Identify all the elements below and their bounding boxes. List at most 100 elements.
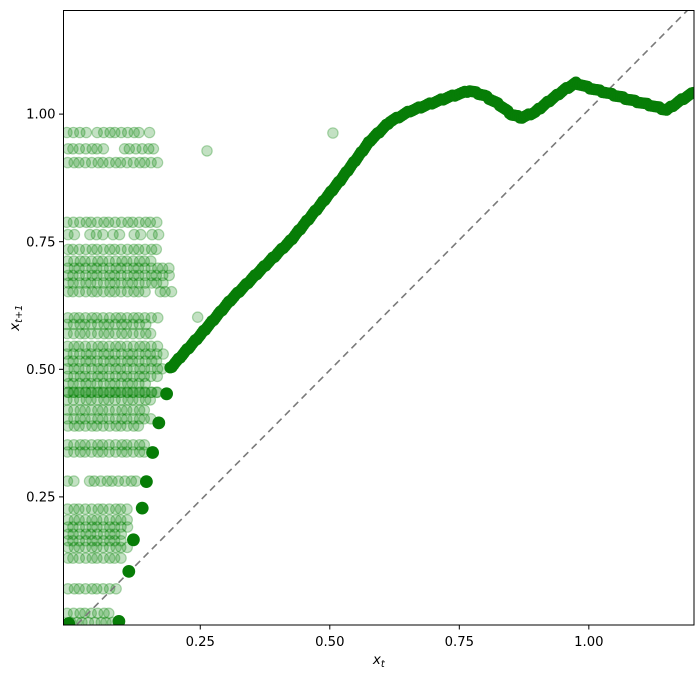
noisy-scatter-dot <box>145 156 157 169</box>
noisy-scatter-dot <box>121 355 134 367</box>
noisy-scatter-dot <box>80 243 92 256</box>
noisy-scatter-dot <box>133 377 145 390</box>
noisy-scatter-dot <box>97 285 110 298</box>
noisy-scatter-dot <box>80 521 92 533</box>
noisy-scatter-dot <box>92 156 104 169</box>
noisy-scatter-dot <box>80 377 92 390</box>
noisy-scatter-dot <box>121 362 133 375</box>
noisy-scatter-dot <box>85 607 97 620</box>
noisy-scatter-dot <box>80 216 93 229</box>
noisy-scatter-dot <box>109 255 122 267</box>
noisy-scatter-dot <box>79 412 91 425</box>
noisy-scatter-dot <box>139 394 152 406</box>
noisy-scatter-dot <box>63 277 75 289</box>
noisy-scatter-dot <box>85 404 98 416</box>
noisy-scatter-dot <box>97 143 110 155</box>
noisy-scatter-dot <box>201 145 213 157</box>
noisy-scatter-dot <box>144 327 157 340</box>
noisy-scatter-dot <box>96 412 109 425</box>
noisy-scatter-dot <box>97 552 110 564</box>
noisy-scatter-dot <box>114 362 127 375</box>
noisy-scatter-dot <box>127 412 139 425</box>
noisy-scatter-dot <box>103 607 115 620</box>
noisy-scatter-dot <box>327 127 339 139</box>
noisy-scatter-dot <box>91 126 103 139</box>
noisy-scatter-dot <box>138 156 151 169</box>
identity-line-layer <box>76 10 688 625</box>
noisy-scatter-dot <box>138 438 151 451</box>
noisy-scatter-dot <box>151 370 164 383</box>
noisy-scatter-dot <box>126 394 139 406</box>
noisy-scatter-dot <box>123 143 136 155</box>
curve-dot <box>63 617 76 625</box>
noisy-scatter-dot <box>115 377 128 390</box>
noisy-scatter-dot <box>127 370 139 383</box>
noisy-scatter-dot <box>73 521 86 533</box>
noisy-scatter-dot <box>63 541 74 554</box>
noisy-scatter-dot <box>145 262 158 274</box>
noisy-scatter-dot <box>73 311 85 324</box>
noisy-scatter-dot <box>96 404 109 416</box>
noisy-scatter-dot <box>163 269 175 282</box>
noisy-scatter-dot <box>104 386 116 399</box>
noisy-scatter-dot <box>128 285 140 298</box>
noisy-scatter-dot <box>103 255 115 267</box>
noisy-scatter-dot <box>79 514 92 526</box>
noisy-scatter-dot <box>104 552 116 564</box>
noisy-scatter-dot <box>73 534 86 547</box>
noisy-scatter-dot <box>68 438 80 451</box>
noisy-scatter-dot <box>110 503 122 515</box>
noisy-scatter-dot <box>97 262 109 274</box>
noisy-scatter-dot <box>90 420 103 432</box>
noisy-scatter-dot <box>104 126 116 139</box>
noisy-scatter-dot <box>157 277 169 289</box>
noisy-scatter-dot <box>67 285 79 298</box>
noisy-scatter-dot <box>157 348 169 360</box>
y-axis-label: xt+1 <box>7 305 25 332</box>
noisy-scatter-dot <box>146 228 158 241</box>
noisy-scatter-dot <box>118 143 131 155</box>
noisy-scatter-dot <box>80 348 93 360</box>
x-tick-label: 0.75 <box>445 635 474 650</box>
noisy-scatter-dot <box>156 269 169 282</box>
noisy-scatter-dot <box>85 327 97 340</box>
noisy-scatter-dot <box>121 386 134 399</box>
noisy-scatter-dot <box>104 269 116 282</box>
noisy-scatter-dot <box>97 514 109 526</box>
noisy-scatter-dot <box>120 255 133 267</box>
noisy-scatter-dot <box>109 386 121 399</box>
noisy-scatter-dot <box>68 503 80 515</box>
noisy-scatter-dot <box>73 420 85 432</box>
noisy-scatter-dot <box>95 616 108 625</box>
noisy-scatter-dot <box>110 340 122 353</box>
noisy-scatter-dot <box>84 228 96 241</box>
x-tick-label: 1.00 <box>574 635 603 650</box>
noisy-scatter-dot <box>91 521 103 533</box>
noisy-scatter-dot <box>110 514 122 526</box>
noisy-scatter-dot <box>127 362 140 375</box>
noisy-scatter-dot <box>125 475 138 487</box>
noisy-scatter-dot <box>80 386 92 399</box>
noisy-scatter-dot <box>90 228 103 241</box>
noisy-scatter-dot <box>68 362 80 375</box>
noisy-scatter-dot <box>73 552 86 564</box>
noisy-scatter-dot <box>86 262 98 274</box>
noisy-scatter-dot <box>68 386 80 399</box>
noisy-scatter-dot <box>68 156 80 169</box>
noisy-scatter-dot <box>108 285 121 298</box>
axes-layer: 0.25 0.50 0.75 1.00 0.25 0.50 0.75 1.00 <box>26 10 695 650</box>
noisy-scatter-dot <box>146 355 158 367</box>
noisy-scatter-dot <box>73 285 86 298</box>
noisy-scatter-dot <box>165 285 178 298</box>
noisy-scatter-dot <box>142 143 155 155</box>
noisy-scatter-dot <box>97 528 110 540</box>
noisy-scatter-dot <box>115 311 127 324</box>
noisy-scatter-dot <box>134 156 146 169</box>
noisy-scatter-dot <box>139 243 151 256</box>
noisy-scatter-dot <box>97 377 110 390</box>
noisy-scatter-dot <box>103 412 115 425</box>
noisy-scatter-dot <box>138 255 151 267</box>
noisy-scatter-dot <box>85 318 97 331</box>
noisy-scatter-dot <box>138 370 151 383</box>
noisy-scatter-dot <box>67 143 79 155</box>
